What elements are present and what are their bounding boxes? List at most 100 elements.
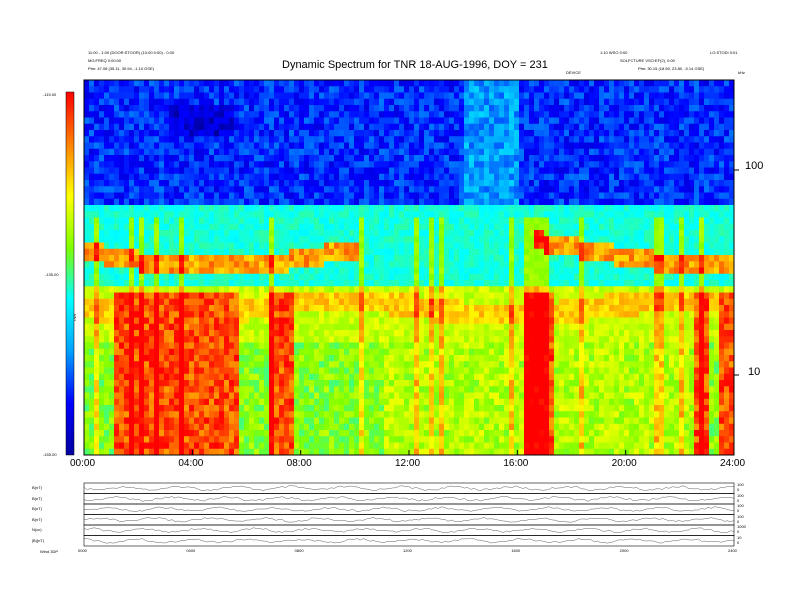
spectrogram-cell — [259, 273, 265, 281]
spectrogram-cell — [269, 280, 275, 287]
spectrogram-cell — [299, 392, 305, 400]
spectrogram-cell — [269, 411, 275, 418]
spectrogram-cell — [324, 423, 330, 431]
spectrogram-cell — [314, 173, 320, 181]
spectrogram-cell — [89, 211, 95, 218]
spectrogram-cell — [184, 117, 190, 125]
spectrogram-cell — [364, 223, 370, 231]
spectrogram-cell — [159, 273, 165, 281]
spectrogram-cell — [239, 448, 245, 456]
spectrogram-cell — [339, 261, 345, 268]
spectrogram-cell — [459, 167, 465, 175]
spectrogram-cell — [284, 123, 290, 131]
spectrogram-cell — [294, 211, 300, 218]
spectrogram-cell — [444, 136, 450, 143]
spectrogram-cell — [359, 242, 365, 250]
spectrogram-cell — [144, 336, 150, 343]
spectrogram-cell — [444, 211, 450, 218]
spectrogram-cell — [474, 386, 480, 393]
spectrogram-cell — [219, 361, 225, 368]
spectrogram-cell — [439, 136, 445, 143]
spectrogram-cell — [294, 130, 300, 137]
spectrogram-cell — [454, 161, 460, 168]
spectrogram-cell — [289, 267, 295, 275]
spectrogram-cell — [464, 173, 470, 181]
spectrogram-cell — [464, 130, 470, 137]
spectrogram-cell — [254, 348, 260, 356]
spectrogram-cell — [304, 398, 310, 406]
spectrogram-cell — [294, 311, 300, 318]
spectrogram-cell — [124, 167, 130, 175]
spectrogram-cell — [424, 430, 430, 437]
spectrogram-cell — [254, 142, 260, 150]
spectrogram-cell — [269, 417, 275, 425]
spectrogram-cell — [324, 205, 330, 212]
spectrogram-cell — [344, 192, 350, 200]
spectrogram-cell — [419, 342, 425, 350]
spectrogram-cell — [234, 205, 240, 212]
spectrogram-cell — [284, 155, 290, 162]
spectrogram-cell — [454, 198, 460, 206]
spectrogram-cell — [434, 217, 440, 225]
spectrogram-cell — [399, 342, 405, 350]
spectrogram-cell — [434, 392, 440, 400]
spectrogram-cell — [269, 361, 275, 368]
spectrogram-cell — [179, 392, 185, 400]
spectrogram-cell — [434, 417, 440, 425]
spectrogram-cell — [204, 386, 210, 393]
spectrogram-cell — [104, 436, 110, 443]
spectrogram-cell — [304, 317, 310, 325]
spectrogram-cell — [414, 186, 420, 193]
spectrogram-cell — [99, 205, 105, 212]
spectrogram-cell — [149, 392, 155, 400]
spectrogram-cell — [449, 167, 455, 175]
spectrogram-cell — [309, 186, 315, 193]
spectrogram-cell — [224, 311, 230, 318]
spectrogram-cell — [184, 230, 190, 237]
spectrogram-cell — [489, 242, 495, 250]
spectrogram-cell — [294, 198, 300, 206]
spectrogram-cell — [199, 411, 205, 418]
spectrogram-cell — [434, 355, 440, 362]
spectrogram-cell — [84, 273, 90, 281]
spectrogram-cell — [334, 136, 340, 143]
spectrogram-cell — [144, 86, 150, 93]
spectrogram-cell — [274, 430, 280, 437]
spectrogram-cell — [384, 286, 390, 293]
spectrogram-cell — [474, 173, 480, 181]
spectrogram-cell — [214, 155, 220, 162]
spectrogram-cell — [429, 367, 435, 375]
spectrogram-cell — [184, 336, 190, 343]
spectrogram-cell — [129, 373, 135, 381]
spectrogram-cell — [169, 286, 175, 293]
spectrogram-cell — [199, 223, 205, 231]
spectrogram-cell — [229, 167, 235, 175]
spectrogram-cell — [144, 105, 150, 112]
spectrogram-cell — [494, 436, 500, 443]
spectrogram-cell — [289, 111, 295, 118]
spectrogram-cell — [289, 286, 295, 293]
spectrogram-cell — [179, 248, 185, 256]
spectrogram-cell — [99, 167, 105, 175]
spectrogram-cell — [414, 180, 420, 187]
spectrogram-cell — [134, 292, 140, 300]
spectrogram-cell — [394, 292, 400, 300]
spectrogram-cell — [419, 148, 425, 156]
spectrogram-cell — [154, 430, 160, 437]
spectrogram-cell — [484, 405, 490, 412]
spectrogram-cell — [434, 267, 440, 275]
spectrogram-cell — [119, 380, 125, 387]
spectrogram-cell — [489, 355, 495, 362]
spectrogram-cell — [314, 317, 320, 325]
spectrogram-cell — [419, 423, 425, 431]
spectrogram-cell — [229, 442, 235, 450]
spectrogram-cell — [134, 411, 140, 418]
spectrogram-cell — [294, 217, 300, 225]
spectrogram-cell — [389, 142, 395, 150]
spectrogram-cell — [444, 242, 450, 250]
spectrogram-cell — [94, 298, 100, 306]
spectrogram-cell — [214, 236, 220, 243]
spectrogram-cell — [224, 417, 230, 425]
spectrogram-cell — [194, 392, 200, 400]
spectrogram-cell — [239, 130, 245, 137]
